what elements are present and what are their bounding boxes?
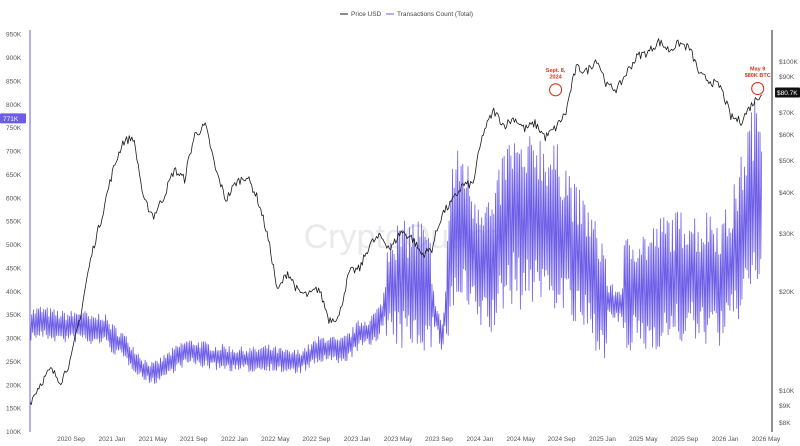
- right-tick-label: $70K: [779, 110, 795, 117]
- right-tick-label: $8K: [779, 420, 791, 427]
- left-tick-label: 650K: [6, 172, 22, 179]
- x-tick-label: 2024 May: [506, 436, 535, 443]
- right-tick-label: $9K: [779, 403, 791, 410]
- left-tick-label: 300K: [6, 336, 22, 343]
- x-tick-label: 2022 May: [261, 436, 290, 443]
- left-tick-label: 150K: [6, 406, 22, 413]
- left-tick-label: 500K: [6, 242, 22, 249]
- x-tick-label: 2023 Sep: [425, 436, 453, 443]
- right-tick-label: $50K: [779, 158, 795, 165]
- x-tick-label: 2024 Jan: [466, 436, 493, 443]
- x-tick-label: 2026 May: [752, 436, 781, 443]
- x-tick-label: 2025 Jan: [589, 436, 616, 443]
- current-transactions-label: 771K: [3, 116, 19, 123]
- x-tick-label: 2026 Jan: [712, 436, 739, 443]
- current-price-badge: [775, 87, 800, 98]
- left-tick-label: 900K: [6, 55, 22, 62]
- price-usd-line: [29, 38, 763, 405]
- annotation-label: $80K BTC: [745, 73, 771, 79]
- x-tick-label: 2021 May: [138, 436, 167, 443]
- transactions-count-line: [29, 101, 763, 384]
- left-tick-label: 550K: [6, 219, 22, 226]
- left-tick-label: 600K: [6, 195, 22, 202]
- left-tick-label: 850K: [6, 78, 22, 85]
- left-tick-label: 250K: [6, 359, 22, 366]
- left-tick-label: 750K: [6, 125, 22, 132]
- legend-label-price: Price USD: [351, 11, 382, 18]
- annotation-label: 2024: [549, 74, 562, 80]
- right-tick-label: $60K: [779, 132, 795, 139]
- right-tick-label: $90K: [779, 74, 795, 81]
- legend-label-transactions: Transactions Count (Total): [397, 11, 473, 18]
- left-tick-label: 350K: [6, 312, 22, 319]
- right-tick-label: $20K: [779, 289, 795, 296]
- x-tick-label: 2021 Sep: [180, 436, 208, 443]
- left-tick-label: 200K: [6, 382, 22, 389]
- left-tick-label: 950K: [6, 32, 22, 39]
- left-tick-label: 400K: [6, 289, 22, 296]
- current-transactions-badge: [0, 113, 26, 124]
- x-tick-label: 2022 Sep: [302, 436, 330, 443]
- x-tick-label: 2023 May: [384, 436, 413, 443]
- right-tick-label: $10K: [779, 388, 795, 395]
- annotation-circle: [549, 83, 563, 97]
- x-tick-label: 2024 Sep: [548, 436, 576, 443]
- annotation-label: Sept. 8,: [546, 68, 566, 74]
- x-tick-label: 2023 Jan: [344, 436, 371, 443]
- right-tick-label: $40K: [779, 190, 795, 197]
- x-tick-label: 2021 Jan: [99, 436, 126, 443]
- x-tick-label: 2025 May: [629, 436, 658, 443]
- x-tick-label: 2022 Jan: [221, 436, 248, 443]
- x-tick-label: 2025 Sep: [670, 436, 698, 443]
- left-tick-label: 100K: [6, 429, 22, 436]
- left-tick-label: 700K: [6, 149, 22, 156]
- left-tick-label: 800K: [6, 102, 22, 109]
- left-tick-label: 450K: [6, 265, 22, 272]
- right-tick-label: $30K: [779, 231, 795, 238]
- x-tick-label: 2020 Sep: [57, 436, 85, 443]
- annotation-circle: [751, 81, 765, 96]
- annotation-label: May 9: [750, 67, 765, 73]
- right-tick-label: $100K: [779, 59, 798, 66]
- current-price-label: $80.7K: [777, 90, 798, 97]
